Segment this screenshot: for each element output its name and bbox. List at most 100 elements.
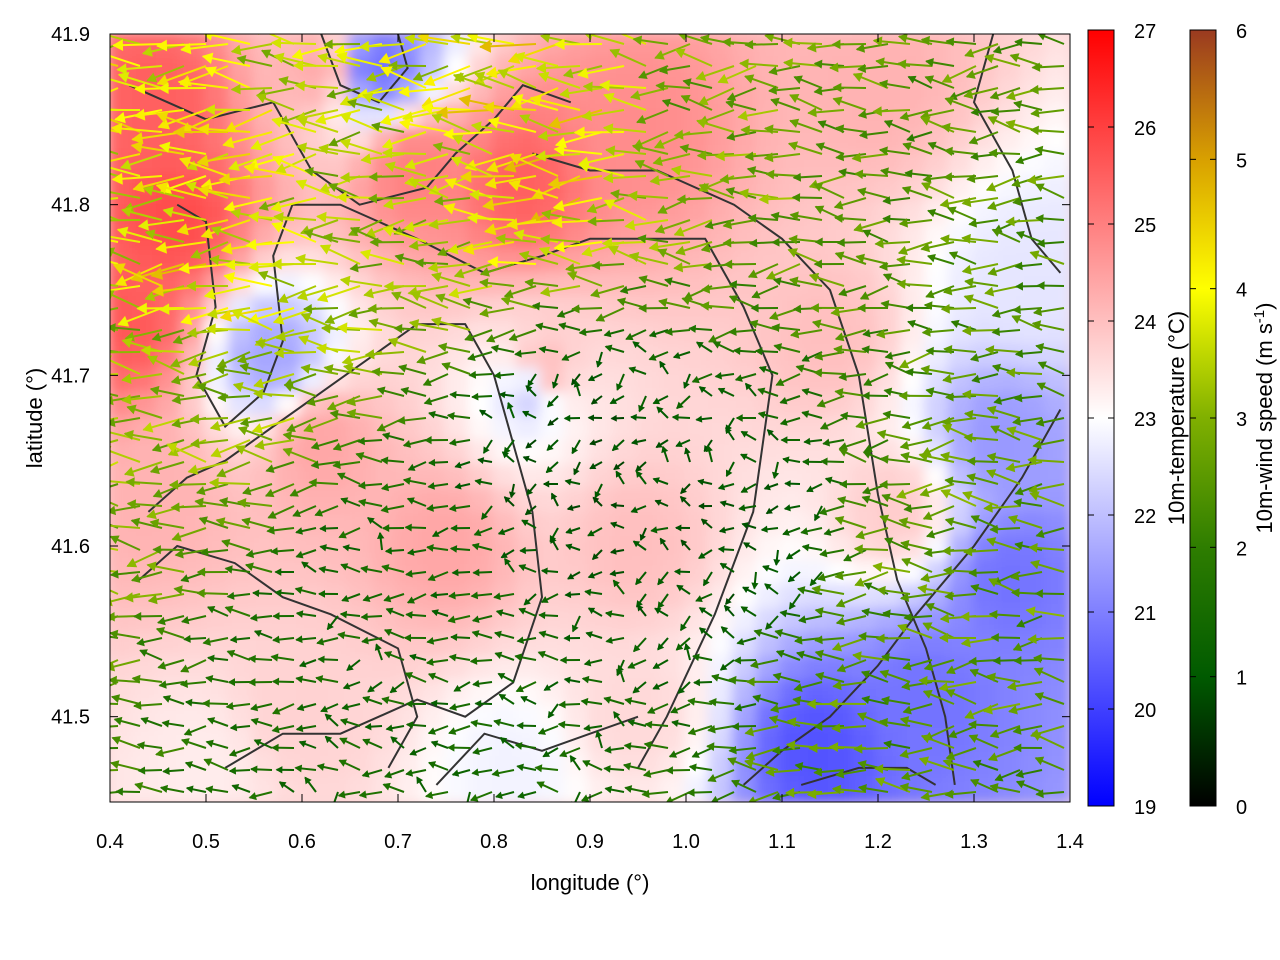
temperature-cell [468,584,496,612]
temperature-cell [252,392,280,420]
x-tick-label: 1.2 [864,831,892,853]
temperature-cell [540,560,568,588]
temperature-cell [252,680,280,708]
temperature-cell [324,320,352,348]
wind-arrow [112,39,163,52]
temperature-cell [252,224,280,252]
temperature-cell [204,560,232,588]
colorbar-tick-label: 5 [1236,150,1247,172]
temperature-cell [780,464,808,492]
temperature-cell [780,272,808,300]
temperature-cell [948,56,976,84]
temperature-cell [1044,776,1070,802]
temperature-cell [420,584,448,612]
wind-arrow [336,51,383,67]
temperature-cell [756,680,784,708]
x-tick-label: 0.7 [384,831,412,853]
temperature-cell [516,704,544,732]
temperature-cell [804,200,832,228]
temperature-cell [756,416,784,444]
temperature-cell [540,464,568,492]
temperature-cell [588,488,616,516]
y-tick-label: 41.9 [51,24,90,46]
temperature-cell [708,392,736,420]
temperature-cell [684,776,712,802]
wind-arrow [358,40,405,53]
temperature-cell [972,680,1000,708]
temperature-cell [444,512,472,540]
temperature-cell [780,488,808,516]
temperature-cell [110,80,136,108]
temperature-cell [636,272,664,300]
temperature-cell [996,248,1024,276]
temperature-cell [948,368,976,396]
temperature-cell [1044,680,1070,708]
temperature-cell [828,56,856,84]
temperature-cell [756,656,784,684]
temperature-cell [110,344,136,372]
temperature-cell [636,608,664,636]
wind-arrow [156,65,207,87]
colorbar-tick-label: 0 [1236,797,1247,819]
temperature-cell [876,464,904,492]
temperature-cell [300,680,328,708]
temperature-cell [492,512,520,540]
temperature-cell [444,776,472,802]
colorbar-tick-label: 3 [1236,409,1247,431]
temperature-cell [444,488,472,516]
temperature-cell [804,56,832,84]
temperature-cell [516,584,544,612]
temperature-cell [828,176,856,204]
temperature-cell [732,368,760,396]
temperature-cell [636,416,664,444]
temperature-cell [348,560,376,588]
temperature-cell [180,632,208,660]
temperature-cell [924,34,952,60]
temperature-cell [876,440,904,468]
wind-arrow [146,65,185,83]
temperature-cell [228,536,256,564]
contour-line [435,715,639,786]
temperature-cell [660,416,688,444]
colorbar-tick-label: 21 [1134,603,1156,625]
temperature-cell [396,728,424,756]
temperature-cell [468,560,496,588]
wind-arrow [964,43,999,58]
temperature-cell [252,776,280,802]
temperature-cell [132,104,160,132]
contour-line [320,34,409,104]
temperature-cell [132,80,160,108]
temperature-cell [468,416,496,444]
temperature-cell [516,128,544,156]
temperature-cell [1044,440,1070,468]
temperature-cell [444,584,472,612]
temperature-cell [612,272,640,300]
temperature-cell [660,464,688,492]
temperature-cell [564,392,592,420]
temperature-cell [660,440,688,468]
temperature-cell [1044,584,1070,612]
temperature-cell [780,704,808,732]
temperature-cell [996,608,1024,636]
temperature-cell [1044,512,1070,540]
temperature-cell [180,368,208,396]
temperature-cell [636,776,664,802]
wind-arrow [632,35,669,46]
temperature-cell [612,680,640,708]
temperature-cell [110,608,136,636]
temperature-cell [660,608,688,636]
temperature-cell [708,34,736,60]
temperature-cell [828,584,856,612]
temperature-cell [612,656,640,684]
temperature-cell [132,728,160,756]
contour-line [176,203,774,769]
temperature-cell [612,104,640,132]
temperature-cell [852,512,880,540]
wind-arrow [920,35,955,46]
temperature-cell [276,680,304,708]
temperature-cell [828,34,856,60]
temperature-cell [396,608,424,636]
temperature-cell [516,272,544,300]
temperature-cell [156,560,184,588]
temperature-cell [110,128,136,156]
